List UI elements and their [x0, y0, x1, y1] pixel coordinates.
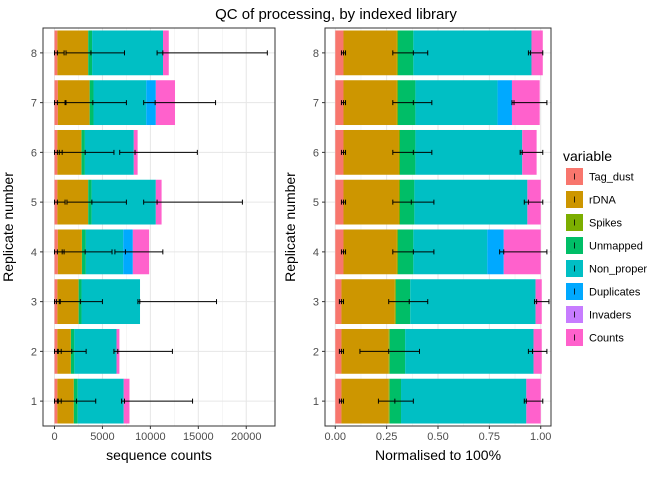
legend-label: Invaders [589, 310, 632, 322]
y-tick-label: 6 [31, 147, 37, 159]
legend-label: rDNA [589, 195, 617, 207]
bar-segment-rdna [341, 279, 394, 324]
legend-label: Non_proper [589, 264, 647, 276]
bar-segment-rdna [343, 130, 398, 175]
y-tick-label: 2 [31, 346, 37, 358]
x-tick-label: 15000 [183, 431, 214, 443]
figure-title: QC of processing, by indexed library [215, 6, 457, 23]
y-axis-title: Replicate number [282, 172, 298, 282]
y-tick-label: 1 [31, 396, 37, 408]
legend-label: Unmapped [589, 241, 643, 253]
panel-normalised: 0.00 0.25 0.50 0.75 1.00 1 2 3 4 5 6 7 8 Normalised t… [282, 28, 551, 463]
y-tick-label: 4 [31, 247, 37, 259]
y-tick-label: 1 [313, 396, 319, 408]
x-tick-label: 1.00 [530, 431, 551, 443]
y-tick-label: 2 [313, 346, 319, 358]
y-tick-label: 7 [31, 98, 37, 110]
y-tick-label: 8 [313, 48, 319, 60]
bar-segment-non-proper [405, 329, 533, 374]
bar-segment-rdna [343, 229, 396, 274]
y-tick-label: 4 [313, 247, 319, 259]
x-tick-label: 0.25 [376, 431, 397, 443]
legend-label: Duplicates [589, 287, 641, 299]
x-axis-title: Normalised to 100% [375, 447, 501, 463]
y-tick-label: 5 [313, 197, 319, 209]
x-tick-label: 0.00 [325, 431, 346, 443]
legend-item: Non_proper [566, 260, 647, 277]
y-tick-label: 3 [31, 297, 37, 309]
x-tick-label: 20000 [231, 431, 262, 443]
legend-item: Unmapped [566, 237, 643, 254]
bar-segment-non-proper [410, 279, 535, 324]
panel-sequence-counts: 0 5000 10000 15000 20000 1 2 3 4 5 6 7 8 sequence cou… [0, 28, 275, 463]
y-axis-title: Replicate number [0, 172, 16, 282]
bar-segment-rdna [343, 80, 396, 125]
legend-item: Counts [566, 329, 624, 346]
legend-label: Spikes [589, 218, 623, 230]
legend-item: Duplicates [566, 283, 641, 300]
x-tick-label: 0 [51, 431, 57, 443]
legend-item: Tag_dust [566, 168, 634, 185]
bar-segment-rdna [343, 30, 396, 75]
legend: variable Tag_dust rDNA Spikes Unmapped Non_p… [563, 148, 647, 346]
x-axis-title: sequence counts [106, 447, 212, 463]
bar-segment-rdna [343, 180, 398, 225]
legend-label: Counts [589, 333, 624, 345]
legend-label: Tag_dust [589, 172, 634, 184]
y-tick-label: 8 [31, 48, 37, 60]
y-tick-label: 6 [313, 147, 319, 159]
bar-segment-non-proper [413, 30, 531, 75]
legend-item: Invaders [566, 306, 632, 323]
legend-title: variable [563, 148, 612, 164]
bar-segment-duplicates [498, 80, 512, 125]
y-tick-label: 5 [31, 197, 37, 209]
legend-item: Spikes [566, 214, 623, 231]
x-tick-label: 5000 [90, 431, 114, 443]
y-tick-label: 7 [313, 98, 319, 110]
bar-segment-non-proper [401, 379, 526, 424]
y-tick-label: 3 [313, 297, 319, 309]
x-tick-label: 0.50 [427, 431, 448, 443]
legend-item: rDNA [566, 191, 617, 208]
x-tick-label: 10000 [135, 431, 166, 443]
x-tick-label: 0.75 [479, 431, 500, 443]
